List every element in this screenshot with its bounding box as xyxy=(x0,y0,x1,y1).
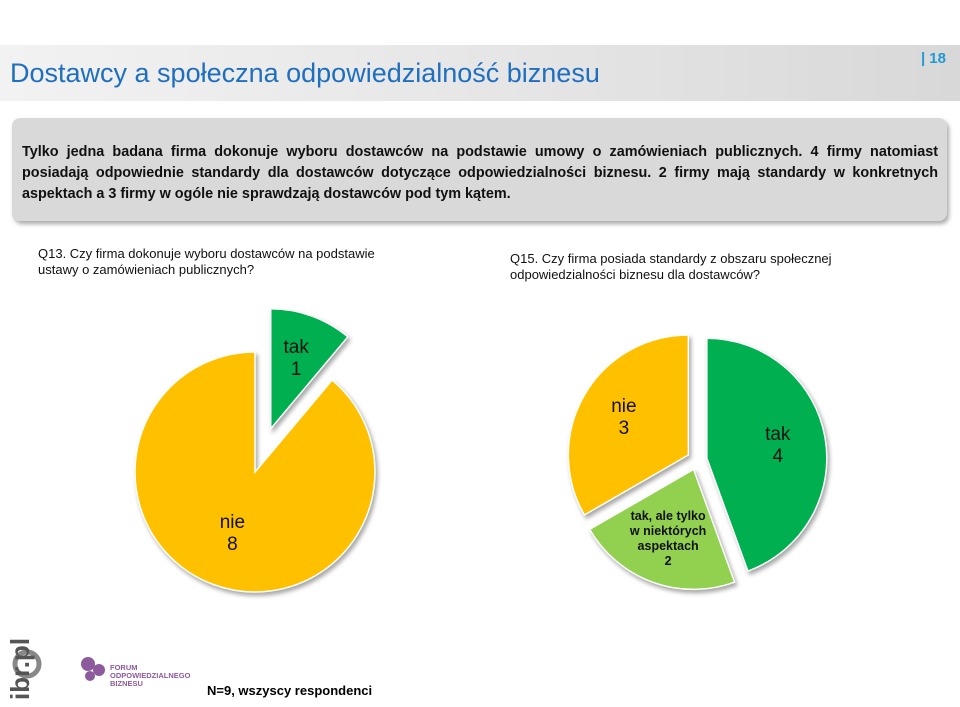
logo-text: FORUM ODPOWIEDZIALNEGO BIZNESU xyxy=(110,663,191,688)
category-label: tak, ale tylko w niektórych aspektach xyxy=(629,509,707,554)
value-label: 2 xyxy=(664,554,672,569)
logo-icon xyxy=(12,649,42,679)
category-label: nie xyxy=(219,512,246,534)
data-label: tak, ale tylko w niektórych aspektach 2 xyxy=(628,509,708,569)
pie-slice xyxy=(269,308,349,431)
summary-box xyxy=(12,118,947,221)
pie-slice xyxy=(706,337,828,572)
logo-text: ibr.pl xyxy=(5,637,35,700)
header-bar xyxy=(0,45,960,101)
summary-text: Tylko jedna badana firma dokonuje wyboru… xyxy=(22,144,938,202)
category-label: nie xyxy=(611,395,637,417)
pie-slice xyxy=(567,334,690,517)
data-label: nie 3 xyxy=(611,396,636,440)
category-label: tak xyxy=(765,423,791,445)
data-label: tak 1 xyxy=(283,337,308,381)
pie-slice xyxy=(588,468,736,591)
footnote: N=9, wszyscy respondenci xyxy=(207,683,373,698)
question: Q13. Czy firma dokonuje wyboru dostawców… xyxy=(38,246,375,277)
logo-icon xyxy=(81,657,105,681)
value-label: 1 xyxy=(290,358,302,380)
data-label: nie 8 xyxy=(220,512,245,556)
value-label: 3 xyxy=(618,417,630,439)
slide-title: Dostawcy a społeczna odpowiedzialność bi… xyxy=(10,58,600,88)
category-label: tak xyxy=(283,336,309,358)
question: Q15. Czy firma posiada standardy z obsza… xyxy=(510,251,832,282)
pie-slice xyxy=(134,351,376,593)
page-number: | 18 xyxy=(920,50,946,67)
value-label: 4 xyxy=(772,445,784,467)
value-label: 8 xyxy=(227,534,238,556)
data-label: tak 4 xyxy=(765,424,790,468)
